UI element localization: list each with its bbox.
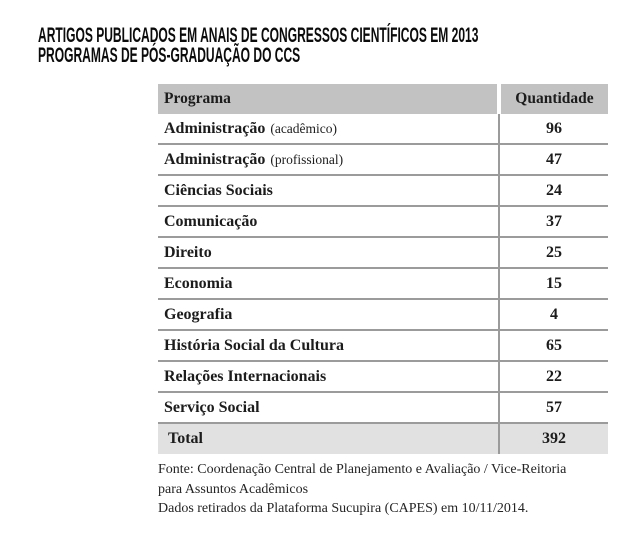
program-quantity: 25	[498, 238, 608, 267]
program-name: Comunicação	[158, 207, 498, 236]
table-row: Serviço Social 57	[158, 393, 608, 424]
program-name: Economia	[158, 269, 498, 298]
column-header-quantidade: Quantidade	[501, 84, 608, 114]
source-note: Fonte: Coordenação Central de Planejamen…	[158, 460, 566, 519]
program-quantity: 37	[498, 207, 608, 236]
program-name: Relações Internacionais	[158, 362, 498, 391]
program-name: História Social da Cultura	[158, 331, 498, 360]
column-header-programa: Programa	[158, 84, 497, 114]
program-quantity: 15	[498, 269, 608, 298]
program-name-text: Comunicação	[164, 212, 258, 230]
program-name-text: Geografia	[164, 305, 233, 323]
program-name-note: (profissional)	[270, 151, 344, 167]
table-row: Economia 15	[158, 269, 608, 300]
program-name-text: Administração	[164, 119, 266, 137]
total-value: 392	[498, 424, 608, 454]
program-quantity: 57	[498, 393, 608, 422]
program-quantity: 96	[498, 114, 608, 143]
program-quantity: 22	[498, 362, 608, 391]
program-name-text: Serviço Social	[164, 398, 260, 416]
program-name-text: Direito	[164, 243, 212, 261]
program-quantity: 65	[498, 331, 608, 360]
table-row: Administração (profissional) 47	[158, 145, 608, 176]
table-header-row: Programa Quantidade	[158, 84, 608, 114]
program-quantity: 47	[498, 145, 608, 174]
program-quantity: 24	[498, 176, 608, 205]
program-name-text: Economia	[164, 274, 233, 292]
total-label: Total	[168, 430, 203, 447]
program-quantity: 4	[498, 300, 608, 329]
publications-table: Programa Quantidade Administração (acadêm…	[158, 84, 608, 454]
table-row: Direito 25	[158, 238, 608, 269]
table-row: Ciências Sociais 24	[158, 176, 608, 207]
table-row: Comunicação 37	[158, 207, 608, 238]
program-name-text: História Social da Cultura	[164, 336, 345, 354]
program-name-text: Relações Internacionais	[164, 367, 327, 385]
title-line-1: ARTIGOS PUBLICADOS EM ANAIS DE CONGRESSO…	[38, 23, 479, 47]
program-name-text: Ciências Sociais	[164, 181, 273, 199]
program-name: Direito	[158, 238, 498, 267]
program-name: Ciências Sociais	[158, 176, 498, 205]
table-row: Administração (acadêmico) 96	[158, 114, 608, 145]
program-name: Administração (profissional)	[158, 145, 498, 174]
page-title: ARTIGOS PUBLICADOS EM ANAIS DE CONGRESSO…	[38, 23, 520, 67]
title-line-2: PROGRAMAS DE PÓS-GRADUAÇÃO DO CCS	[38, 42, 301, 67]
table-row: História Social da Cultura 65	[158, 331, 608, 362]
table-total-row: Total 392	[158, 424, 608, 454]
program-name: Administração (acadêmico)	[158, 114, 498, 143]
program-name: Geografia	[158, 300, 498, 329]
table-row: Geografia 4	[158, 300, 608, 331]
table-row: Relações Internacionais 22	[158, 362, 608, 393]
source-line-3: Dados retirados da Plataforma Sucupira (…	[158, 501, 529, 516]
program-name-note: (acadêmico)	[270, 120, 338, 136]
program-name-text: Administração	[164, 150, 266, 168]
source-line-1: Fonte: Coordenação Central de Planejamen…	[158, 462, 567, 477]
source-line-2: para Assuntos Acadêmicos	[158, 481, 309, 497]
program-name: Serviço Social	[158, 393, 498, 422]
